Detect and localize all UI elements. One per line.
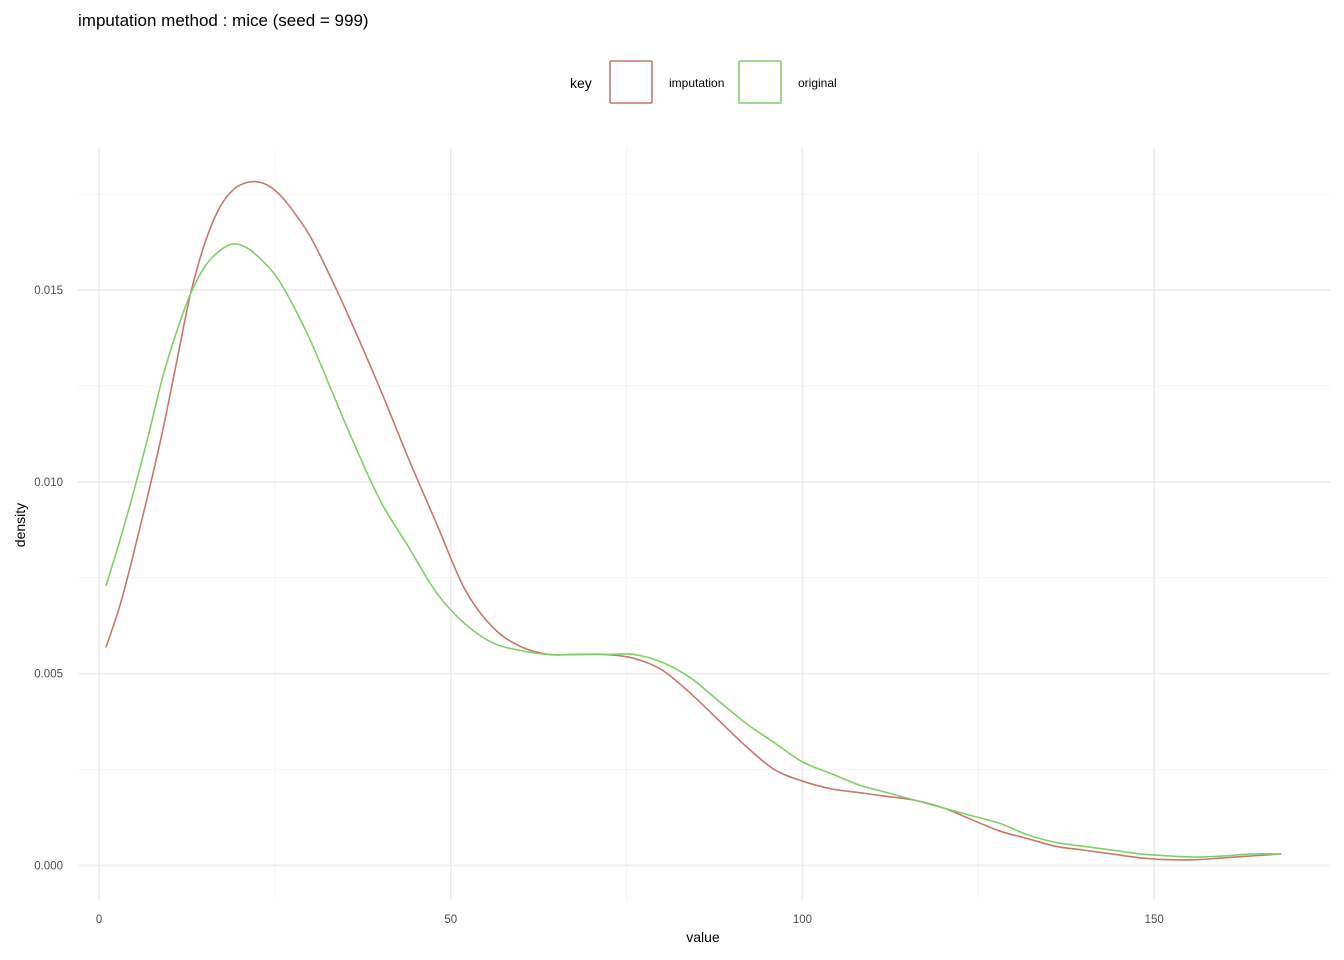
y-tick-label: 0.005 (34, 669, 63, 681)
legend: key imputation original (570, 60, 837, 104)
x-axis-ticks: 0 50 100 150 (96, 914, 1164, 926)
legend-label-original: original (798, 76, 837, 90)
y-axis-label: density (12, 503, 28, 547)
y-axis-ticks: 0.000 0.005 0.010 0.015 (34, 285, 63, 873)
series-line-imputation (105, 180, 1282, 861)
x-tick-label: 100 (793, 914, 812, 926)
x-tick-label: 50 (444, 914, 457, 926)
legend-key-imputation (609, 60, 653, 104)
y-tick-label: 0.010 (34, 477, 63, 489)
legend-title: key (570, 75, 592, 91)
x-tick-label: 150 (1145, 914, 1164, 926)
legend-key-original (738, 60, 782, 104)
series-line-original (105, 242, 1282, 858)
series-lines (105, 180, 1282, 861)
chart-title: imputation method : mice (seed = 999) (78, 11, 369, 30)
y-tick-label: 0.000 (34, 860, 63, 872)
y-tick-label: 0.015 (34, 285, 63, 297)
grid (78, 148, 1330, 900)
x-tick-label: 0 (96, 914, 102, 926)
x-axis-label: value (686, 929, 720, 945)
legend-label-imputation: imputation (669, 76, 724, 90)
